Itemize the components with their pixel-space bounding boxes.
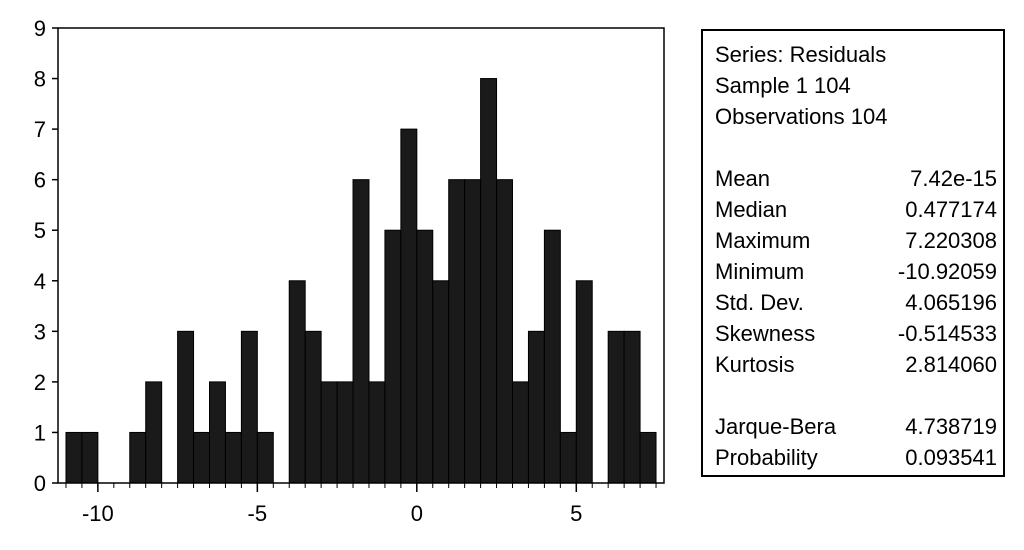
- histogram-bar: [623, 330, 641, 484]
- y-tick-label: 2: [34, 370, 46, 395]
- y-tick-label: 0: [34, 471, 46, 496]
- y-tick-label: 3: [34, 319, 46, 344]
- stat-label: Probability: [715, 445, 818, 470]
- histogram-bar: [575, 280, 593, 484]
- stat-label: Maximum: [715, 228, 811, 253]
- histogram-bar: [304, 330, 322, 484]
- x-tick-label: 0: [411, 501, 423, 526]
- histogram-bar: [480, 78, 498, 484]
- stat-label: Minimum: [715, 259, 805, 284]
- histogram-bar: [607, 330, 625, 484]
- y-tick-label: 8: [34, 67, 46, 92]
- histogram-bar: [496, 179, 514, 484]
- histogram-bar: [559, 431, 577, 484]
- stat-label: Mean: [715, 166, 771, 191]
- stat-row-kurtosis: Kurtosis 2.814060: [715, 349, 997, 380]
- stat-value: 7.42e-15: [910, 166, 997, 191]
- histogram-bar: [543, 229, 561, 484]
- stat-value: -10.92059: [897, 259, 997, 284]
- stat-value: 2.814060: [905, 352, 997, 377]
- stat-row-maximum: Maximum 7.220308: [715, 225, 997, 256]
- histogram-bar: [448, 179, 466, 484]
- histogram-bar: [352, 179, 370, 484]
- histogram-bar: [527, 330, 545, 484]
- histogram-bar: [432, 280, 450, 484]
- histogram-bar: [256, 431, 274, 484]
- x-axis: -10 -5 0 5: [65, 483, 657, 526]
- stat-value: 7.220308: [905, 228, 997, 253]
- y-tick-label: 9: [34, 16, 46, 41]
- histogram-bar: [177, 330, 195, 484]
- x-tick-label: 5: [570, 501, 582, 526]
- histogram-bar: [639, 431, 657, 484]
- histogram-bars: [65, 78, 657, 484]
- histogram-bar: [81, 431, 99, 484]
- y-tick-label: 7: [34, 117, 46, 142]
- stat-label: Kurtosis: [715, 352, 795, 377]
- stat-label: Std. Dev.: [715, 290, 804, 315]
- series-name: Series: Residuals: [715, 42, 887, 67]
- y-tick-label: 5: [34, 218, 46, 243]
- stat-label: Skewness: [715, 321, 816, 346]
- histogram-bar: [129, 431, 147, 484]
- histogram-bar: [464, 179, 482, 484]
- histogram-bar: [224, 431, 242, 484]
- stat-row-std-dev: Std. Dev. 4.065196: [715, 287, 997, 318]
- sample-range: Sample 1 104: [715, 73, 851, 98]
- histogram-bar: [400, 128, 418, 484]
- x-tick-label: -10: [82, 501, 114, 526]
- plot-frame: [57, 27, 665, 484]
- y-tick-label: 6: [34, 168, 46, 193]
- histogram-bar: [288, 280, 306, 484]
- histogram-bar: [320, 381, 338, 484]
- observations-count: Observations 104: [715, 104, 888, 129]
- stat-row-probability: Probability 0.093541: [715, 442, 997, 473]
- y-axis: 0 1 2 3 4 5 6 7 8 9: [34, 16, 58, 496]
- histogram-bar: [193, 431, 210, 484]
- histogram-bar: [384, 229, 402, 484]
- stat-value: 0.093541: [905, 445, 997, 470]
- stat-value: 4.738719: [905, 414, 997, 439]
- histogram-chart: 0 1 2 3 4 5 6 7 8 9 -10 -5 0 5: [34, 16, 665, 526]
- stat-value: -0.514533: [897, 321, 997, 346]
- histogram-bar: [416, 229, 434, 484]
- stat-row-skewness: Skewness -0.514533: [715, 318, 997, 349]
- histogram-bar: [512, 381, 529, 484]
- stat-row-jarque-bera: Jarque-Bera 4.738719: [715, 411, 997, 442]
- normality-test: Jarque-Bera 4.738719 Probability 0.093541: [715, 411, 997, 473]
- y-tick-label: 1: [34, 420, 46, 445]
- stat-value: 0.477174: [905, 197, 997, 222]
- histogram-bar: [145, 381, 163, 484]
- y-tick-label: 4: [34, 269, 46, 294]
- stat-row-minimum: Minimum -10.92059: [715, 256, 997, 287]
- descriptive-stats: Mean 7.42e-15 Median 0.477174 Maximum 7.220…: [715, 163, 997, 380]
- histogram-bar: [65, 431, 83, 484]
- histogram-bar: [368, 381, 386, 484]
- stat-value: 4.065196: [905, 290, 997, 315]
- stat-row-mean: Mean 7.42e-15: [715, 163, 997, 194]
- histogram-bar: [336, 381, 354, 484]
- histogram-bar: [240, 330, 258, 484]
- x-tick-label: -5: [248, 501, 268, 526]
- histogram-bar: [209, 381, 226, 484]
- stats-panel: Series: Residuals Sample 1 104 Observati…: [701, 29, 1005, 477]
- stat-label: Jarque-Bera: [715, 414, 837, 439]
- stat-row-median: Median 0.477174: [715, 194, 997, 225]
- stat-label: Median: [715, 197, 788, 222]
